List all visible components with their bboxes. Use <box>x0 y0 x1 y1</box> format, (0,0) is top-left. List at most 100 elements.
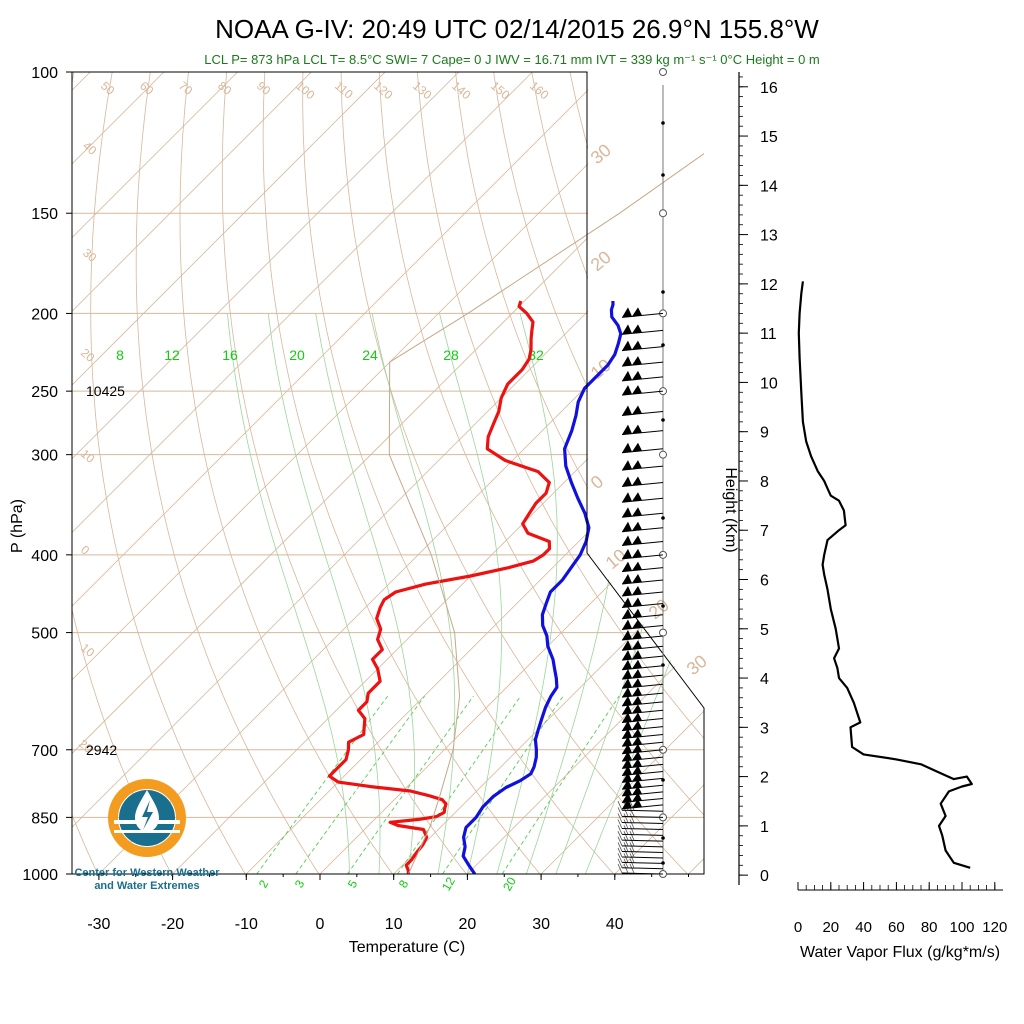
mixing-ratio-line <box>442 695 564 874</box>
mixing-ratio-line <box>295 695 425 874</box>
flux-tick-label: 40 <box>855 919 872 936</box>
height-tick-label: 13 <box>760 228 778 245</box>
logo-text-line2: and Water Extremes <box>94 880 199 892</box>
wind-barb-flag <box>632 704 642 714</box>
wind-barb-feather <box>617 830 623 841</box>
mixing-ratio-label: 16 <box>222 347 238 363</box>
temperature-profile-line <box>327 300 552 874</box>
wind-barb-feather <box>629 842 635 852</box>
temperature-tick-label: 40 <box>606 916 624 933</box>
temperature-tick-label: 30 <box>532 916 550 933</box>
isotherm-label: 50 <box>98 79 117 99</box>
wind-barb-shaft <box>621 763 664 769</box>
wind-level-dot <box>661 173 665 177</box>
isotherm-label: 110 <box>332 79 356 102</box>
wind-barb-shaft <box>621 346 664 352</box>
wind-barb-flag <box>632 535 642 545</box>
dry-adiabat-line <box>72 72 172 874</box>
wind-barb-flag <box>622 704 632 715</box>
mixing-ratio-label: 8 <box>396 877 412 890</box>
wind-barb-shaft <box>621 741 664 747</box>
wind-barb-flag <box>622 608 632 619</box>
isotherm-line <box>762 72 1024 874</box>
geopotential-height-label: 2942 <box>86 742 117 758</box>
wind-barb-feather <box>617 863 623 874</box>
pressure-tick-label: 150 <box>31 206 58 223</box>
flux-tick-label: 100 <box>949 919 974 936</box>
dry-adiabat-line <box>72 813 99 874</box>
wind-barb-shaft <box>621 872 664 875</box>
wind-barb-feather <box>617 819 623 829</box>
height-tick-label: 0 <box>760 868 769 885</box>
wind-barb-feather <box>623 842 629 852</box>
wind-barb-feather <box>623 830 629 841</box>
wind-barb-feather <box>617 847 623 858</box>
isotherm-label: 150 <box>488 79 513 103</box>
frame-mask <box>588 72 704 705</box>
wind-barb-flag <box>632 751 642 761</box>
wind-barb-shaft <box>621 635 664 641</box>
skewt-profiles <box>327 153 704 874</box>
wind-barb-flag <box>632 619 642 629</box>
dry-adiabat-line <box>875 72 1024 891</box>
wind-barb-feather <box>617 836 623 847</box>
wind-barb-flag <box>622 370 632 381</box>
height-tick-label: 12 <box>760 277 778 294</box>
wind-level-dot <box>661 516 665 520</box>
height-tick-label: 6 <box>760 573 769 590</box>
mixing-ratio-label: 24 <box>362 347 378 363</box>
mixing-ratio-label: 12 <box>164 347 180 363</box>
isotherm-line <box>393 563 704 874</box>
moist-adiabat-line <box>584 571 704 874</box>
isotherm-label: 160 <box>527 79 552 103</box>
wind-barb-shaft <box>621 749 664 755</box>
wind-barb-flag <box>632 758 642 768</box>
wind-barb-flag <box>622 640 632 651</box>
wind-barb-feather <box>629 819 635 829</box>
dry-adiabat-line <box>761 72 1024 891</box>
wind-barb-flag <box>622 492 632 503</box>
temperature-tick-label: -10 <box>235 916 258 933</box>
cw3e-logo: Center for Western Weather and Water Ext… <box>74 779 220 892</box>
flux-tick-label: 60 <box>888 919 905 936</box>
wind-barb-flag <box>632 695 642 705</box>
pressure-tick-label: 700 <box>31 743 58 760</box>
isotherm-label: 0 <box>78 543 92 558</box>
wind-barb-feather <box>623 836 629 847</box>
isotherm-line <box>72 194 704 828</box>
temperature-tick-label: -30 <box>87 916 110 933</box>
wind-barb-flag <box>632 597 642 607</box>
wind-barb-feather <box>617 807 623 817</box>
dry-adiabat-line <box>90 72 246 874</box>
dry-adiabat-line <box>378 72 704 816</box>
moist-adiabat-line <box>371 313 456 874</box>
wind-barb-flag <box>622 442 632 453</box>
wind-barb-flag <box>622 619 632 630</box>
wind-barb-flag <box>622 720 632 731</box>
wind-level-dot <box>661 604 665 608</box>
mixing-ratio-line <box>347 695 474 874</box>
wind-barb-flag <box>622 728 632 739</box>
isotherm-line <box>72 72 533 533</box>
isotherm-line <box>72 72 165 165</box>
wind-level-circle <box>659 628 667 637</box>
wind-barb-shaft <box>621 867 664 870</box>
flux-tick-label: 20 <box>822 919 839 936</box>
height-tick-label: 9 <box>760 425 769 442</box>
height-tick-label: 14 <box>760 178 778 195</box>
wind-barb-flag <box>632 765 642 775</box>
wind-barb-flag <box>622 712 632 723</box>
dry-adiabat-line <box>135 72 320 874</box>
wind-barb-flag <box>632 659 642 669</box>
wind-barb-flag <box>622 687 632 698</box>
wind-barb-flag <box>622 507 632 518</box>
figure-title: NOAA G-IV: 20:49 UTC 02/14/2015 26.9°N 1… <box>215 14 819 44</box>
pressure-axis-title: P (hPa) <box>9 499 26 553</box>
height-tick-label: 3 <box>760 720 769 737</box>
moist-adiabat-line <box>227 313 350 874</box>
wind-barb-flag <box>632 521 642 531</box>
wind-barb-shaft <box>621 770 664 776</box>
dry-adiabat-line <box>455 72 704 662</box>
wind-barb-flag <box>622 785 632 796</box>
wind-barb-feather <box>617 813 623 823</box>
